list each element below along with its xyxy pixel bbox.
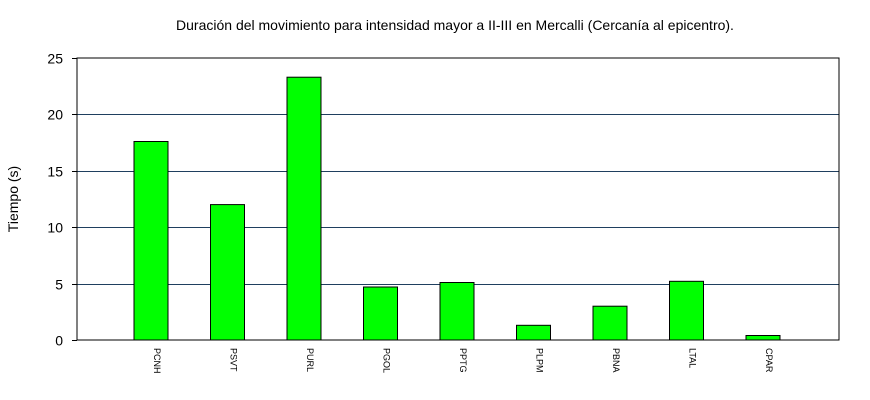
- x-category-label-cpar: CPAR: [764, 348, 774, 373]
- y-tick-label-10: 10: [47, 220, 63, 236]
- y-tick-label-15: 15: [47, 164, 63, 180]
- x-category-label-psvt: PSVT: [229, 348, 239, 372]
- plot-area-frame: [76, 57, 840, 341]
- bar-ltal: [669, 280, 704, 341]
- x-axis-labels: PCNH PSVT PURL PGOL PPTG PLPM PBNA LTAL CPAR: [152, 348, 774, 374]
- x-category-label-pcnh: PCNH: [152, 348, 162, 374]
- x-category-label-pbna: PBNA: [611, 348, 621, 373]
- bar-plpm: [516, 324, 551, 341]
- bar-cpar: [745, 335, 781, 341]
- bar-pcnh: [133, 141, 169, 341]
- bar-pptg: [439, 282, 475, 341]
- x-category-label-ltal: LTAL: [688, 348, 698, 368]
- bar-psvt: [210, 204, 245, 341]
- bar-purl: [286, 76, 322, 341]
- x-category-label-plpm: PLPM: [535, 348, 545, 373]
- y-tick-label-0: 0: [55, 333, 63, 349]
- bar-pgol: [363, 286, 398, 341]
- y-axis-ticks: 0 5 10 15 20 25: [47, 51, 77, 349]
- x-category-label-pptg: PPTG: [458, 348, 468, 373]
- grid-lines: [77, 114, 839, 285]
- x-category-label-purl: PURL: [305, 348, 315, 372]
- y-tick-label-25: 25: [47, 51, 63, 67]
- chart-title: Duración del movimiento para intensidad …: [176, 17, 734, 33]
- y-axis-title: Tiempo (s): [5, 166, 21, 232]
- y-tick-label-5: 5: [55, 277, 63, 293]
- y-tick-label-20: 20: [47, 107, 63, 123]
- x-category-label-pgol: PGOL: [382, 348, 392, 373]
- bar-pbna: [592, 305, 628, 341]
- bars: [133, 76, 781, 341]
